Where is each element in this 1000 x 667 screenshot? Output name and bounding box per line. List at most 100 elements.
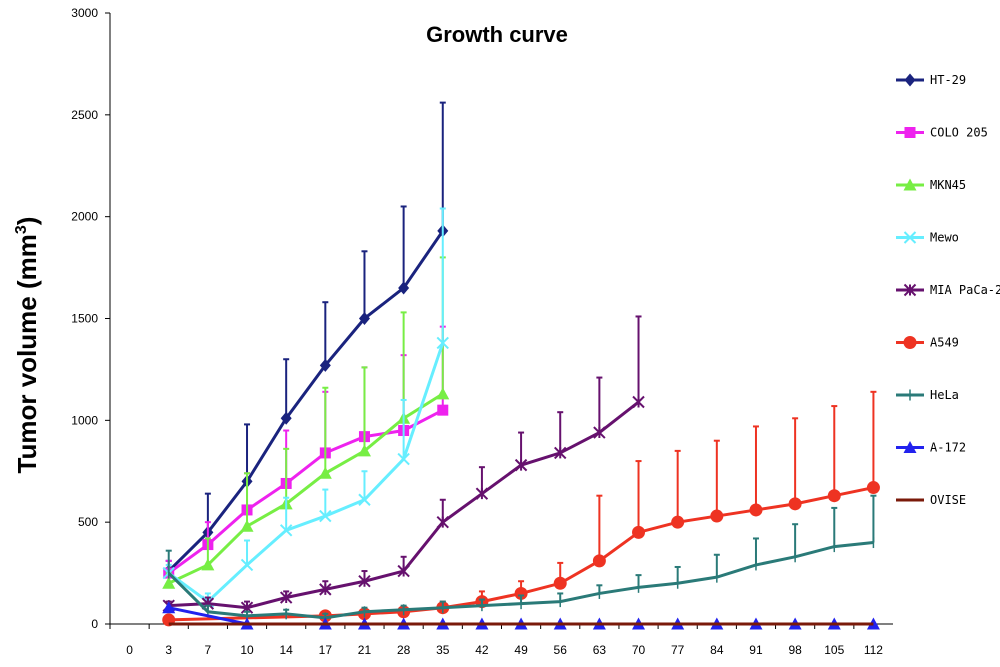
series-a549 bbox=[162, 390, 880, 627]
legend-item: COLO 205 bbox=[896, 126, 988, 140]
data-point bbox=[357, 444, 371, 457]
x-tick-label: 105 bbox=[824, 643, 844, 657]
legend-label: A549 bbox=[930, 336, 959, 350]
x-tick-label: 70 bbox=[632, 643, 646, 657]
y-tick-label: 2000 bbox=[71, 210, 98, 224]
x-tick-label: 98 bbox=[788, 643, 802, 657]
data-point bbox=[632, 525, 646, 539]
x-tick-label: 21 bbox=[358, 643, 372, 657]
data-point bbox=[319, 358, 331, 372]
y-axis-label: Tumor volume (mm3) bbox=[12, 217, 42, 474]
y-axis-label-close: ) bbox=[12, 217, 42, 226]
legend-label: OVISE bbox=[930, 493, 966, 507]
data-point bbox=[866, 481, 880, 495]
legend-item: Mewo bbox=[896, 231, 959, 245]
data-point bbox=[475, 487, 489, 500]
y-tick-label: 2500 bbox=[71, 108, 98, 122]
data-point bbox=[201, 558, 215, 571]
data-point bbox=[437, 404, 449, 416]
legend-swatch-marker bbox=[903, 231, 917, 244]
legend-label: HT-29 bbox=[930, 73, 966, 87]
y-axis-label-text: Tumor volume (mm bbox=[12, 234, 42, 473]
legend-swatch-marker bbox=[904, 73, 916, 87]
series-mia-paca-2 bbox=[162, 315, 645, 614]
legend-item: MKN45 bbox=[896, 178, 966, 192]
data-point bbox=[593, 426, 606, 439]
data-point bbox=[240, 519, 254, 532]
legend-label: Mewo bbox=[930, 231, 959, 245]
data-point bbox=[397, 564, 410, 578]
x-tick-label: 0 bbox=[126, 643, 133, 657]
legend-swatch-marker bbox=[903, 283, 917, 297]
legend-swatch-marker bbox=[903, 441, 917, 453]
x-tick-label: 49 bbox=[514, 643, 528, 657]
series-layer bbox=[162, 101, 880, 630]
data-point bbox=[162, 576, 176, 589]
data-point bbox=[710, 509, 724, 523]
data-point bbox=[280, 411, 292, 425]
data-point bbox=[436, 387, 450, 400]
data-point bbox=[240, 558, 254, 572]
x-tick-label: 14 bbox=[279, 643, 293, 657]
series-line bbox=[167, 230, 445, 573]
legend-swatch-marker bbox=[903, 336, 917, 349]
data-point bbox=[318, 466, 332, 479]
data-point bbox=[279, 524, 293, 537]
legend-item: A-172 bbox=[896, 441, 966, 455]
data-point bbox=[358, 312, 370, 325]
axes: 0 500 1000 1500 2000 2500 3000 0 3 7 10 14 17 21 28 35 4… bbox=[71, 6, 893, 657]
data-point bbox=[397, 452, 410, 466]
series-line bbox=[168, 486, 874, 622]
data-point bbox=[319, 583, 332, 596]
data-point bbox=[749, 503, 763, 517]
y-tick-label: 0 bbox=[91, 617, 98, 631]
legend-item: OVISE bbox=[896, 493, 966, 507]
series-mkn45 bbox=[162, 256, 450, 589]
data-point bbox=[514, 586, 528, 600]
data-point bbox=[398, 281, 410, 295]
data-point bbox=[671, 515, 685, 529]
x-tick-label: 10 bbox=[240, 643, 254, 657]
data-point bbox=[162, 601, 176, 614]
legend-item: MIA PaCa-2 bbox=[896, 283, 1000, 297]
x-tick-label: 77 bbox=[671, 643, 685, 657]
x-tick-label: 56 bbox=[554, 643, 568, 657]
legend-swatch-marker bbox=[903, 178, 917, 191]
data-point bbox=[358, 493, 371, 506]
y-axis-label-superscript: 3 bbox=[13, 225, 30, 234]
chart-title: Growth curve bbox=[426, 22, 568, 47]
data-point bbox=[632, 395, 645, 409]
legend-item: HT-29 bbox=[896, 73, 966, 87]
x-tick-label: 7 bbox=[205, 643, 212, 657]
x-tick-label: 35 bbox=[436, 643, 450, 657]
y-tick-label: 1000 bbox=[71, 413, 98, 427]
legend-item: HeLa bbox=[896, 388, 959, 402]
x-tick-label: 63 bbox=[593, 643, 607, 657]
x-tick-label: 28 bbox=[397, 643, 411, 657]
series-line bbox=[168, 392, 444, 585]
y-tick-label: 3000 bbox=[71, 6, 98, 20]
legend-item: A549 bbox=[896, 336, 959, 350]
data-point bbox=[436, 336, 449, 350]
series-line bbox=[167, 408, 444, 575]
legend-label: HeLa bbox=[930, 388, 959, 402]
series-line bbox=[167, 342, 445, 604]
series-hela bbox=[165, 494, 877, 624]
data-point bbox=[592, 554, 606, 568]
data-point bbox=[319, 509, 332, 523]
data-point bbox=[436, 515, 449, 529]
y-tick-label: 1500 bbox=[71, 312, 98, 326]
x-tick-label: 112 bbox=[864, 643, 883, 657]
legend-swatch-marker bbox=[904, 127, 916, 138]
x-tick-label: 3 bbox=[165, 643, 172, 657]
x-tick-label: 91 bbox=[749, 643, 763, 657]
data-point bbox=[358, 575, 371, 588]
data-point bbox=[827, 489, 841, 503]
data-point bbox=[279, 591, 293, 604]
data-point bbox=[788, 497, 802, 511]
legend: HT-29 COLO 205 MKN45 Mewo MIA PaCa-2 A549 HeLa… bbox=[896, 73, 1000, 507]
legend-label: MIA PaCa-2 bbox=[930, 283, 1000, 297]
data-point bbox=[553, 576, 567, 590]
y-tick-label: 500 bbox=[78, 515, 98, 529]
